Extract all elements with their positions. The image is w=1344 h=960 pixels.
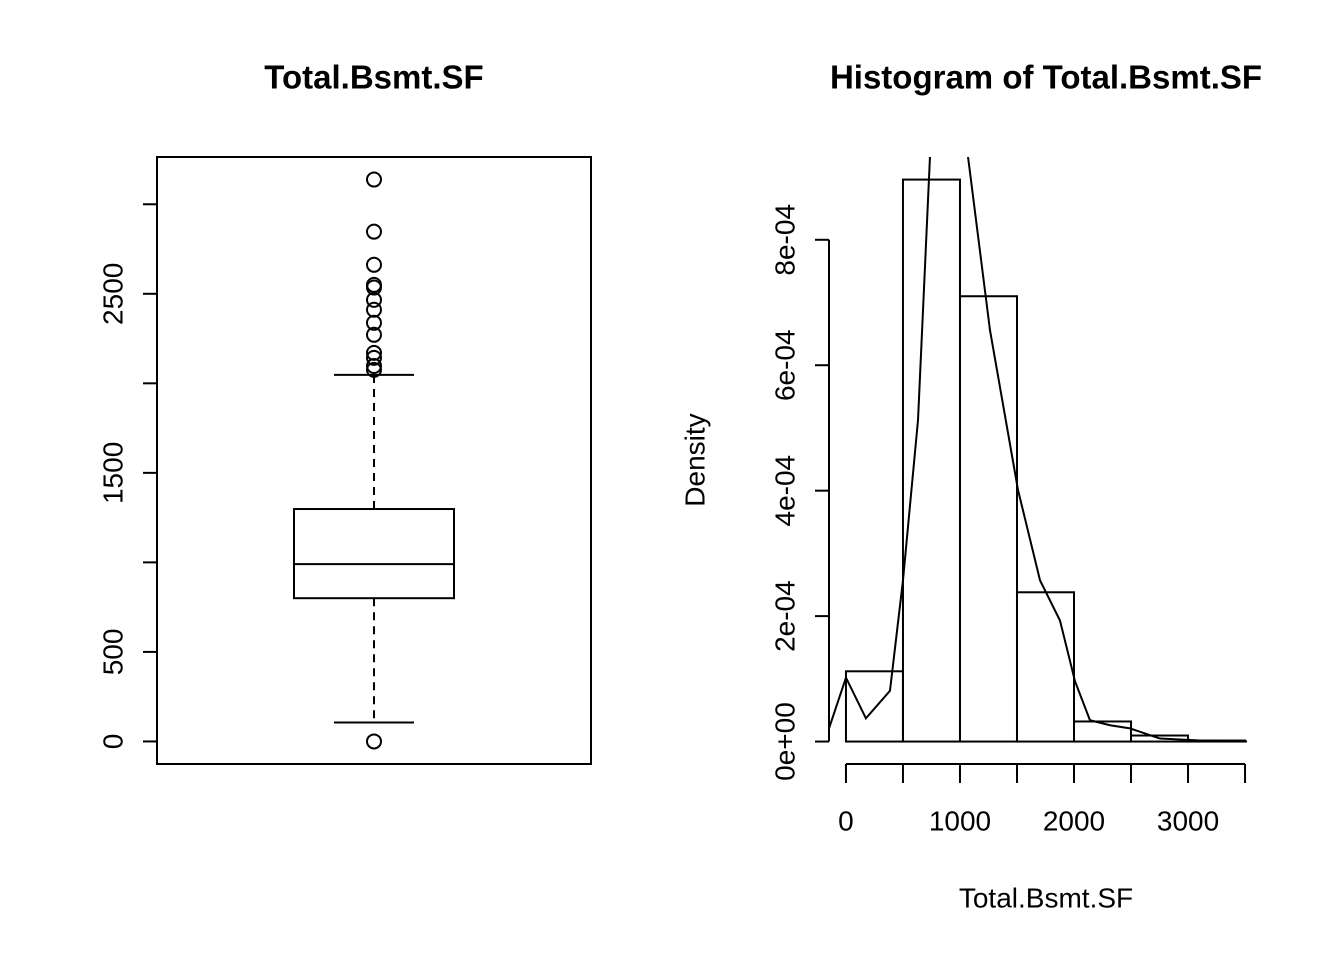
outlier bbox=[366, 357, 382, 374]
bar bbox=[844, 670, 904, 743]
outlier bbox=[366, 361, 382, 378]
x-tick-label: 3000 bbox=[1157, 805, 1219, 836]
chart-title: Total.Bsmt.SF bbox=[264, 59, 483, 96]
outlier bbox=[366, 349, 382, 366]
y-tick-label: 2500 bbox=[97, 263, 128, 325]
bar bbox=[901, 178, 961, 743]
x-axis-label: Total.Bsmt.SF bbox=[959, 882, 1133, 913]
density-line bbox=[830, 157, 1248, 743]
y-tick-label: 6e-04 bbox=[769, 329, 800, 401]
y-tick-label: 4e-04 bbox=[769, 455, 800, 527]
y-tick-label: 8e-04 bbox=[769, 204, 800, 276]
x-tick-label: 0 bbox=[838, 805, 854, 836]
y-tick-label: 0e+00 bbox=[769, 702, 800, 781]
bar bbox=[1015, 591, 1076, 743]
bar bbox=[1073, 720, 1133, 743]
outlier bbox=[366, 733, 382, 750]
outlier bbox=[366, 171, 382, 188]
bar bbox=[958, 295, 1018, 743]
outlier bbox=[366, 256, 382, 273]
box bbox=[293, 508, 455, 600]
plot-area bbox=[830, 157, 1248, 743]
x-tick-label: 2000 bbox=[1043, 805, 1105, 836]
outlier bbox=[366, 314, 382, 331]
y-tick-label: 1500 bbox=[97, 442, 128, 504]
bar bbox=[1130, 734, 1190, 743]
outlier bbox=[366, 291, 382, 308]
outlier bbox=[366, 326, 382, 343]
y-tick-label: 0 bbox=[97, 734, 128, 750]
y-axis-label: Density bbox=[679, 413, 710, 506]
outlier bbox=[366, 279, 382, 296]
chart-title: Histogram of Total.Bsmt.SF bbox=[830, 59, 1262, 96]
outlier bbox=[366, 223, 382, 240]
y-tick-label: 500 bbox=[97, 629, 128, 676]
outlier bbox=[366, 301, 382, 318]
x-tick-label: 1000 bbox=[929, 805, 991, 836]
y-tick-label: 2e-04 bbox=[769, 580, 800, 652]
